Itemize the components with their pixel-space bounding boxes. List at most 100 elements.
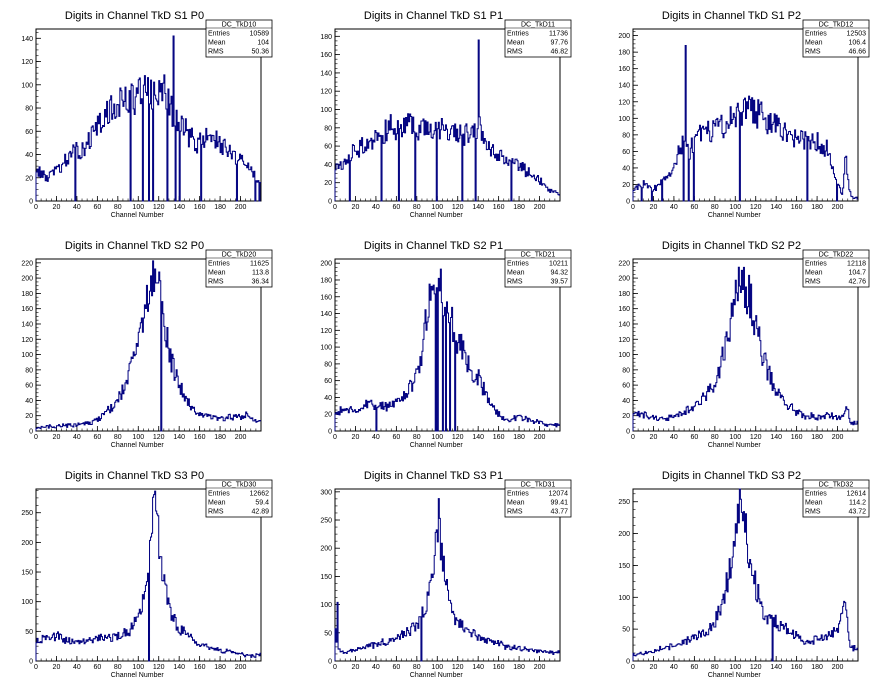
x-tick-label: 120 — [153, 434, 165, 441]
x-tick-label: 60 — [690, 434, 698, 441]
y-tick-label: 160 — [618, 306, 630, 313]
x-tick-label: 20 — [53, 204, 61, 211]
x-axis-label: Channel Number — [410, 672, 464, 679]
y-tick-label: 50 — [324, 630, 332, 637]
y-tick-label: 200 — [618, 276, 630, 283]
x-tick-label: 140 — [472, 204, 484, 211]
histogram-panel-2: Digits in Channel TkD S1 P1 0 20 40 60 80 100 1… — [320, 10, 572, 219]
stats-box — [205, 19, 273, 58]
x-axis-label: Channel Number — [708, 672, 762, 679]
x-tick-label: 180 — [811, 664, 823, 671]
x-tick-label: 200 — [832, 434, 844, 441]
x-tick-label: 140 — [770, 204, 782, 211]
stats-value: 12503 — [847, 31, 867, 38]
stats-label: Entries — [208, 31, 230, 38]
stats-label: RMS — [208, 509, 224, 516]
stats-value: 94.32 — [550, 270, 568, 277]
stats-name: DC_TkD30 — [222, 482, 257, 489]
x-tick-label: 0 — [631, 204, 635, 211]
stats-value: 114.2 — [849, 500, 866, 507]
x-tick-label: 40 — [670, 434, 678, 441]
stats-label: RMS — [805, 49, 821, 56]
x-tick-label: 40 — [73, 434, 81, 441]
x-tick-label: 160 — [493, 664, 505, 671]
y-tick-label: 20 — [622, 413, 630, 420]
x-tick-label: 140 — [770, 434, 782, 441]
x-tick-label: 40 — [670, 664, 678, 671]
plot-title: Digits in Channel TkD S3 P2 — [662, 470, 801, 482]
stats-value: 113.8 — [252, 270, 269, 277]
x-tick-label: 80 — [114, 664, 122, 671]
stats-label: Mean — [507, 40, 525, 47]
x-tick-label: 40 — [73, 664, 81, 671]
stats-box — [205, 479, 273, 518]
x-tick-label: 60 — [392, 204, 400, 211]
stats-label: RMS — [507, 509, 523, 516]
y-tick-label: 0 — [328, 429, 332, 436]
x-tick-label: 180 — [214, 664, 226, 671]
y-tick-label: 80 — [25, 106, 33, 113]
y-tick-label: 50 — [25, 629, 33, 636]
x-tick-label: 40 — [73, 204, 81, 211]
x-tick-label: 120 — [750, 664, 762, 671]
y-tick-label: 160 — [320, 294, 332, 301]
histogram-panel-4: Digits in Channel TkD S2 P0 0 20 40 60 80 100 1… — [21, 240, 273, 449]
stats-label: RMS — [805, 279, 821, 286]
y-tick-label: 200 — [320, 261, 332, 268]
stats-value: 99.41 — [550, 500, 568, 507]
x-tick-label: 140 — [173, 204, 185, 211]
stats-label: Entries — [507, 491, 529, 498]
x-tick-label: 180 — [513, 204, 525, 211]
stats-label: Mean — [208, 40, 226, 47]
histogram-panel-8: Digits in Channel TkD S3 P1 0 20 40 60 80 100 1… — [320, 470, 572, 679]
y-tick-label: 60 — [622, 149, 630, 156]
y-tick-label: 250 — [21, 510, 33, 517]
y-tick-label: 100 — [618, 352, 630, 359]
y-tick-label: 0 — [626, 199, 630, 206]
x-tick-label: 60 — [392, 664, 400, 671]
y-tick-label: 40 — [324, 162, 332, 169]
histogram-series — [632, 45, 858, 202]
histogram-series — [632, 488, 858, 662]
y-tick-label: 300 — [320, 489, 332, 496]
x-tick-label: 160 — [194, 434, 206, 441]
y-tick-label: 120 — [618, 99, 630, 106]
x-tick-label: 140 — [770, 664, 782, 671]
stats-value: 12118 — [847, 261, 866, 268]
x-tick-label: 100 — [132, 434, 144, 441]
x-tick-label: 180 — [811, 434, 823, 441]
stats-value: 50.36 — [251, 49, 269, 56]
y-tick-label: 200 — [320, 546, 332, 553]
y-tick-label: 160 — [320, 52, 332, 59]
x-tick-label: 200 — [235, 664, 247, 671]
y-tick-label: 20 — [324, 412, 332, 419]
y-tick-label: 100 — [21, 82, 33, 89]
stats-value: 43.72 — [848, 509, 866, 516]
y-tick-label: 60 — [25, 383, 33, 390]
x-tick-label: 140 — [173, 434, 185, 441]
x-tick-label: 60 — [93, 434, 101, 441]
x-tick-label: 0 — [631, 664, 635, 671]
y-tick-label: 160 — [618, 66, 630, 73]
y-tick-label: 180 — [21, 291, 33, 298]
stats-box — [802, 19, 870, 58]
stats-box — [802, 249, 870, 288]
stats-name: DC_TkD22 — [819, 252, 854, 259]
x-tick-label: 100 — [431, 434, 443, 441]
x-axis-label: Channel Number — [708, 212, 762, 219]
stats-name: DC_TkD21 — [521, 252, 556, 259]
x-tick-label: 180 — [513, 434, 525, 441]
y-tick-label: 0 — [29, 659, 33, 666]
plot-title: Digits in Channel TkD S1 P2 — [662, 10, 801, 22]
stats-label: Mean — [805, 270, 823, 277]
y-tick-label: 150 — [21, 570, 33, 577]
histogram-panel-7: Digits in Channel TkD S3 P0 0 20 40 60 80 100 1… — [21, 470, 273, 679]
stats-value: 12614 — [847, 491, 867, 498]
y-tick-label: 140 — [320, 70, 332, 77]
y-tick-label: 100 — [320, 602, 332, 609]
y-tick-label: 100 — [618, 595, 630, 602]
stats-label: Mean — [208, 270, 226, 277]
stats-value: 46.82 — [550, 49, 568, 56]
y-tick-label: 220 — [618, 260, 630, 267]
histogram-series — [632, 266, 858, 431]
